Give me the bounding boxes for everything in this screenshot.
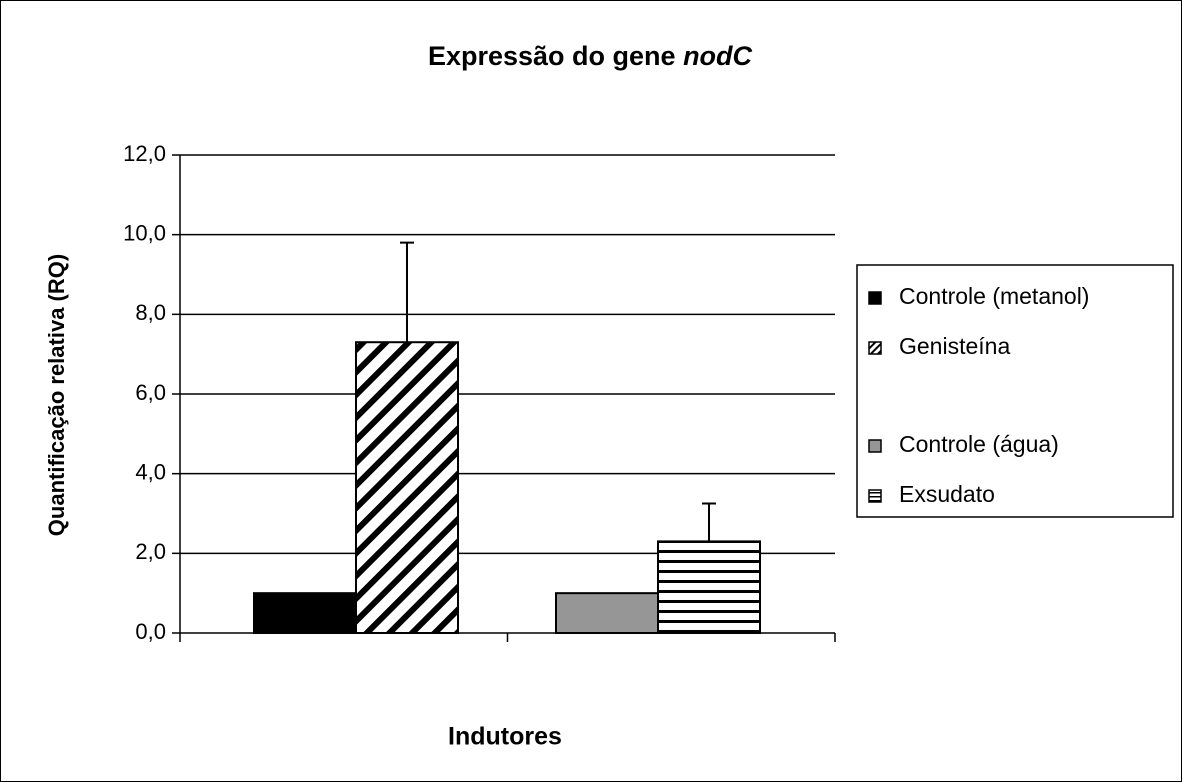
y-tick-label: 0,0 xyxy=(135,619,166,644)
bar xyxy=(555,592,659,635)
legend-swatch xyxy=(868,341,882,355)
y-axis-label: Quantificação relativa (RQ) xyxy=(44,254,69,536)
legend xyxy=(856,264,1174,518)
legend-swatch xyxy=(868,489,882,503)
bar xyxy=(253,592,357,635)
legend-swatch xyxy=(868,439,882,453)
legend-swatch xyxy=(868,291,882,305)
y-tick-label: 12,0 xyxy=(123,141,166,166)
legend-label: Exsudato xyxy=(899,481,995,507)
y-tick-label: 6,0 xyxy=(135,380,166,405)
y-tick-label: 2,0 xyxy=(135,539,166,564)
y-tick-label: 8,0 xyxy=(135,300,166,325)
bar xyxy=(355,341,459,634)
legend-label: Genisteína xyxy=(899,333,1010,359)
legend-label: Controle (água) xyxy=(899,431,1059,457)
chart-title: Expressão do gene nodC xyxy=(428,41,753,71)
y-tick-label: 10,0 xyxy=(123,220,166,245)
error-bar xyxy=(400,241,414,343)
bar xyxy=(657,540,761,635)
title-text: Expressão do gene xyxy=(428,41,676,71)
x-axis-label: Indutores xyxy=(448,723,562,751)
legend-label: Controle (metanol) xyxy=(899,283,1089,309)
y-tick-label: 4,0 xyxy=(135,459,166,484)
title-emphasis: nodC xyxy=(683,41,752,71)
error-bar xyxy=(702,502,716,542)
